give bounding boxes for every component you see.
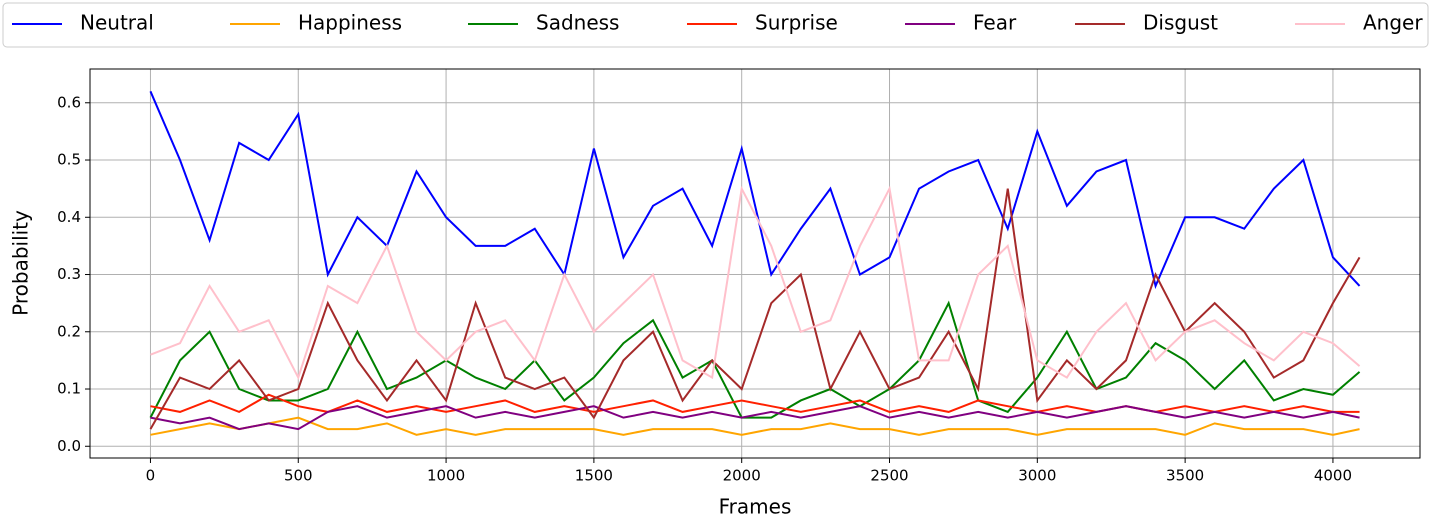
x-tick-label: 1000: [427, 467, 465, 485]
x-tick-label: 2500: [870, 467, 908, 485]
y-tick-label: 0.5: [57, 151, 81, 169]
x-tick-label: 3000: [1018, 467, 1056, 485]
legend-label: Fear: [973, 11, 1017, 35]
y-tick-label: 0.3: [57, 265, 81, 283]
x-tick-label: 3500: [1166, 467, 1204, 485]
legend-label: Disgust: [1143, 11, 1218, 35]
y-tick-label: 0.0: [57, 437, 81, 455]
series-line: [149, 300, 1361, 419]
legend-label: Happiness: [298, 11, 402, 35]
legend-label: Sadness: [536, 11, 619, 35]
y-tick-label: 0.2: [57, 322, 81, 340]
x-tick-label: 1500: [575, 467, 613, 485]
x-tick-label: 2000: [723, 467, 761, 485]
plot-frame: [89, 68, 1421, 459]
series-line: [150, 393, 1360, 414]
y-tick-label: 0.4: [57, 208, 81, 226]
series-line: [150, 416, 1360, 436]
x-axis-label: Frames: [719, 495, 792, 519]
y-tick-label: 0.6: [57, 93, 81, 111]
x-tick-label: 0: [146, 467, 156, 485]
y-axis-label: Probability: [9, 210, 33, 316]
x-tick-label: 4000: [1314, 467, 1352, 485]
series-line: [149, 188, 1361, 430]
x-tick-label: 500: [284, 467, 313, 485]
series-line: [149, 90, 1361, 290]
legend-label: Anger: [1363, 11, 1423, 35]
y-tick-label: 0.1: [57, 380, 81, 398]
legend-label: Surprise: [755, 11, 838, 35]
series-line: [150, 405, 1360, 431]
legend-label: Neutral: [80, 11, 154, 35]
series-line: [150, 185, 1361, 381]
plot-area: [90, 69, 1420, 458]
